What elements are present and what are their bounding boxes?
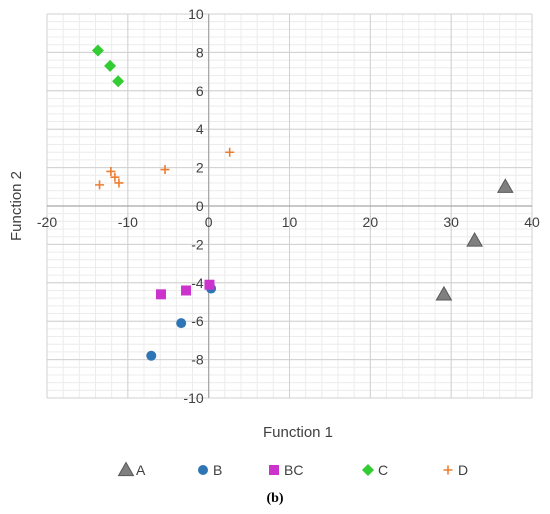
data-point-c bbox=[112, 75, 125, 88]
legend-marker-a bbox=[117, 461, 135, 477]
data-point-d bbox=[106, 166, 116, 176]
x-tick-label: 0 bbox=[205, 214, 213, 230]
y-tick-label: -2 bbox=[191, 236, 204, 252]
data-point-bc bbox=[155, 289, 166, 300]
legend-label-bc: BC bbox=[284, 462, 303, 478]
legend-label-c: C bbox=[378, 462, 388, 478]
data-point-a bbox=[496, 178, 514, 193]
legend-label-a: A bbox=[136, 462, 146, 478]
data-point-b bbox=[146, 350, 157, 361]
legend-marker-bc bbox=[269, 465, 279, 475]
legend-marker-d bbox=[443, 465, 453, 475]
axes bbox=[47, 14, 532, 398]
data-point-d bbox=[114, 178, 124, 188]
legend-marker-b bbox=[198, 465, 208, 475]
y-tick-label: 6 bbox=[196, 83, 204, 99]
data-point-d bbox=[225, 147, 235, 157]
y-tick-label: -8 bbox=[191, 352, 204, 368]
data-point-a bbox=[466, 232, 483, 247]
data-points bbox=[91, 44, 514, 361]
y-tick-label: 0 bbox=[196, 198, 204, 214]
data-point-d bbox=[160, 165, 170, 175]
data-point-a bbox=[435, 285, 453, 301]
y-tick-label: 4 bbox=[196, 121, 204, 137]
y-tick-label: 2 bbox=[196, 160, 204, 176]
y-tick-label: 10 bbox=[188, 6, 204, 22]
legend: A B BC C D bbox=[117, 461, 468, 478]
legend-marker-c bbox=[362, 464, 374, 476]
data-point-d bbox=[110, 172, 120, 182]
data-point-c bbox=[91, 44, 104, 57]
data-point-d bbox=[95, 180, 105, 190]
data-point-c bbox=[104, 59, 117, 72]
x-tick-label: 10 bbox=[282, 214, 298, 230]
y-tick-label: -4 bbox=[191, 275, 204, 291]
data-point-b bbox=[176, 318, 187, 329]
x-tick-label: 30 bbox=[443, 214, 459, 230]
y-tick-label: -6 bbox=[191, 313, 204, 329]
x-tick-label: -10 bbox=[118, 214, 138, 230]
y-tick-label: -10 bbox=[183, 390, 203, 406]
x-axis-title: Function 1 bbox=[263, 424, 333, 441]
legend-label-d: D bbox=[458, 462, 468, 478]
x-tick-label: -20 bbox=[37, 214, 57, 230]
y-axis-title: Function 2 bbox=[8, 171, 25, 241]
data-point-bc bbox=[204, 279, 215, 290]
legend-label-b: B bbox=[213, 462, 222, 478]
data-point-bc bbox=[181, 285, 192, 296]
y-tick-label: 8 bbox=[196, 44, 204, 60]
x-tick-label: 40 bbox=[524, 214, 540, 230]
figure-caption: (b) bbox=[266, 491, 284, 506]
x-tick-label: 20 bbox=[363, 214, 379, 230]
